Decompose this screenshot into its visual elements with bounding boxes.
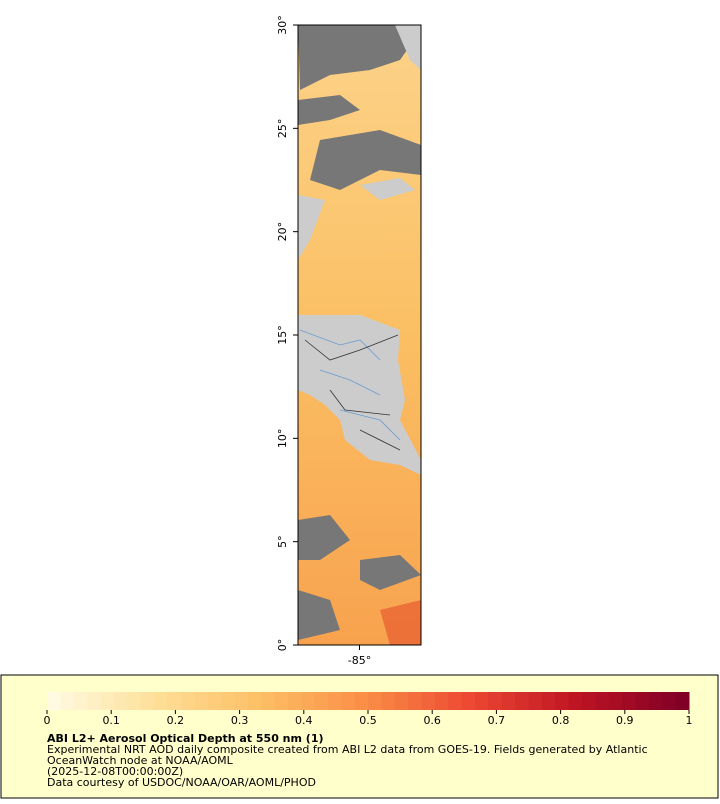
colorbar-swatch bbox=[194, 692, 208, 710]
colorbar-swatch bbox=[207, 692, 222, 710]
legend-title: ABI L2+ Aerosol Optical Depth at 550 nm … bbox=[47, 732, 324, 745]
colorbar-swatch bbox=[501, 692, 516, 710]
colorbar-swatch bbox=[314, 692, 329, 710]
colorbar-swatch bbox=[140, 692, 155, 710]
colorbar-tick-label: 0.5 bbox=[359, 714, 377, 727]
colorbar-swatch bbox=[167, 692, 182, 710]
colorbar-swatch bbox=[421, 692, 436, 710]
colorbar-swatch bbox=[381, 692, 396, 710]
legend-line: Experimental NRT AOD daily composite cre… bbox=[47, 743, 648, 756]
colorbar-swatch bbox=[475, 692, 489, 710]
legend-line: (2025-12-08T00:00:00Z) bbox=[47, 765, 183, 778]
lat-tick-label: 30° bbox=[276, 15, 289, 35]
colorbar-tick-label: 0.2 bbox=[167, 714, 185, 727]
colorbar-swatch bbox=[394, 692, 409, 710]
lat-tick-label: 0° bbox=[276, 639, 289, 652]
colorbar-swatch bbox=[180, 692, 195, 710]
colorbar-swatch bbox=[100, 692, 115, 710]
colorbar-swatch bbox=[327, 692, 342, 710]
colorbar-swatch bbox=[528, 692, 543, 710]
colorbar-swatch bbox=[234, 692, 249, 710]
lat-tick-label: 25° bbox=[276, 119, 289, 139]
colorbar-swatch bbox=[541, 692, 556, 710]
colorbar-swatch bbox=[635, 692, 650, 710]
colorbar-swatch bbox=[662, 692, 677, 710]
colorbar-swatch bbox=[261, 692, 275, 710]
colorbar-swatch bbox=[354, 692, 369, 710]
colorbar-swatch bbox=[87, 692, 101, 710]
colorbar-tick-label: 0.7 bbox=[488, 714, 506, 727]
colorbar-swatch bbox=[301, 692, 315, 710]
colorbar-swatch bbox=[127, 692, 142, 710]
colorbar-swatch bbox=[113, 692, 128, 710]
map-image bbox=[298, 25, 421, 645]
lat-tick-label: 5° bbox=[276, 535, 289, 548]
colorbar-swatch bbox=[648, 692, 663, 710]
colorbar-swatch bbox=[220, 692, 235, 710]
colorbar-swatch bbox=[154, 692, 168, 710]
colorbar-swatch bbox=[608, 692, 623, 710]
colorbar-tick-label: 0.1 bbox=[102, 714, 120, 727]
lat-tick-label: 10° bbox=[276, 429, 289, 449]
colorbar-tick-label: 0.9 bbox=[616, 714, 634, 727]
colorbar-swatch bbox=[73, 692, 88, 710]
colorbar-swatch bbox=[488, 692, 503, 710]
colorbar-swatch bbox=[675, 692, 690, 710]
colorbar-swatch bbox=[274, 692, 289, 710]
colorbar-tick-label: 0.4 bbox=[295, 714, 313, 727]
colorbar-swatch bbox=[434, 692, 449, 710]
lat-tick-label: 15° bbox=[276, 325, 289, 345]
colorbar-swatch bbox=[341, 692, 356, 710]
colorbar-swatch bbox=[582, 692, 596, 710]
colorbar-swatch bbox=[555, 692, 570, 710]
colorbar-swatch bbox=[47, 692, 61, 710]
colorbar-tick-label: 1 bbox=[686, 714, 693, 727]
colorbar-tick-label: 0.8 bbox=[552, 714, 570, 727]
colorbar-swatch bbox=[448, 692, 463, 710]
colorbar-swatch bbox=[622, 692, 636, 710]
colorbar-swatch bbox=[595, 692, 610, 710]
colorbar-swatch bbox=[408, 692, 422, 710]
colorbar-tick-label: 0 bbox=[44, 714, 51, 727]
colorbar-swatch bbox=[368, 692, 382, 710]
colorbar-swatch bbox=[247, 692, 262, 710]
colorbar-swatch bbox=[515, 692, 529, 710]
colorbar-swatch bbox=[60, 692, 75, 710]
legend-line: Data courtesy of USDOC/NOAA/OAR/AOML/PHO… bbox=[47, 776, 316, 789]
colorbar-tick-label: 0.6 bbox=[423, 714, 441, 727]
lon-tick-label: -85° bbox=[348, 654, 371, 667]
colorbar-swatch bbox=[287, 692, 302, 710]
legend-line: OceanWatch node at NOAA/AOML bbox=[47, 754, 234, 767]
colorbar-swatch bbox=[461, 692, 476, 710]
colorbar-tick-label: 0.3 bbox=[231, 714, 249, 727]
colorbar-swatch bbox=[568, 692, 583, 710]
lat-tick-label: 20° bbox=[276, 222, 289, 242]
